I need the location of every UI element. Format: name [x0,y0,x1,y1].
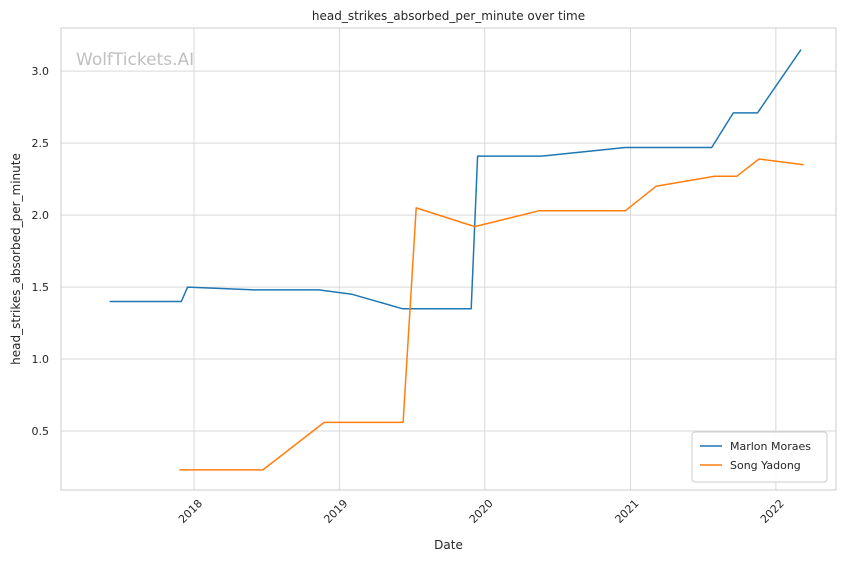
y-tick-label: 1.5 [32,281,50,294]
plot-area-frame [60,27,837,491]
y-axis-label: head_strikes_absorbed_per_minute [9,153,23,365]
y-tick-label: 1.0 [32,353,50,366]
series-line-1 [109,49,802,310]
y-tick-label: 2.0 [32,209,50,222]
legend-label-1: Marlon Moraes [730,440,811,453]
y-tick-label: 3.0 [32,65,50,78]
series-line-2 [179,158,804,471]
legend-label-2: Song Yadong [730,459,801,472]
y-tick-label: 2.5 [32,137,50,150]
legend-box [691,431,828,483]
y-tick-label: 0.5 [32,425,50,438]
legend: Marlon Moraes Song Yadong [691,431,828,483]
chart-title: head_strikes_absorbed_per_minute over ti… [312,9,585,23]
series-group [109,49,804,471]
watermark-text: WolfTickets.AI [76,50,194,70]
x-axis-label: Date [434,538,463,552]
